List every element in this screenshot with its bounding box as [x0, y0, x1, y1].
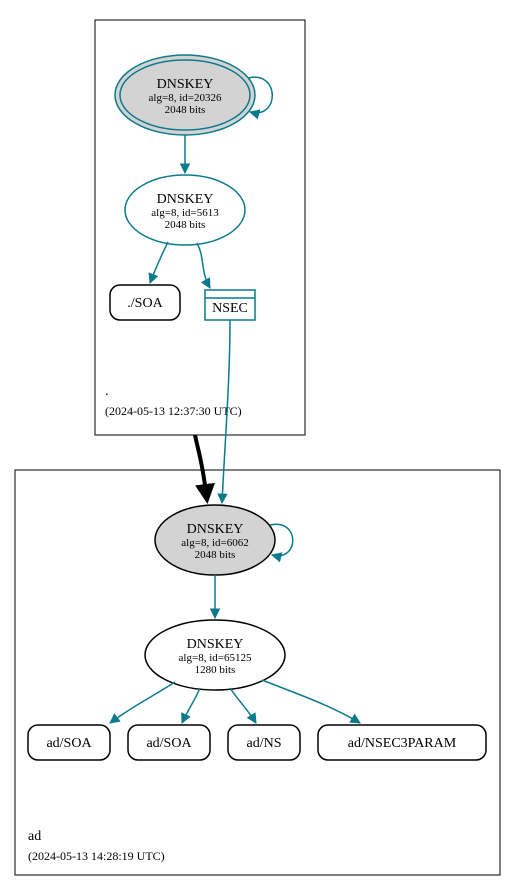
root-zsk-title: DNSKEY: [157, 192, 214, 207]
node-ad-soa2: ad/SOA: [128, 725, 210, 760]
node-ad-nsec3param: ad/NSEC3PARAM: [318, 725, 486, 760]
ad-ksk-title: DNSKEY: [187, 522, 244, 537]
node-root-ksk: DNSKEY alg=8, id=20326 2048 bits: [115, 55, 255, 135]
root-ksk-title: DNSKEY: [157, 77, 214, 92]
root-nsec-label: NSEC: [212, 301, 248, 316]
edge-delegation-black: [195, 435, 207, 500]
edge-root-zsk-soa: [150, 242, 168, 283]
ad-nsec3-label: ad/NSEC3PARAM: [348, 736, 457, 751]
edge-ad-zsk-nsec3: [262, 680, 360, 723]
edge-root-zsk-nsec: [197, 243, 210, 288]
node-ad-soa1: ad/SOA: [28, 725, 110, 760]
node-ad-ksk: DNSKEY alg=8, id=6062 2048 bits: [155, 505, 275, 575]
ad-zsk-line3: 1280 bits: [195, 664, 236, 676]
edge-ad-zsk-soa1: [110, 682, 175, 723]
ad-zsk-title: DNSKEY: [187, 637, 244, 652]
ad-soa2-label: ad/SOA: [146, 736, 192, 751]
edge-ad-zsk-ns: [230, 688, 256, 723]
zone-root-label: .: [105, 384, 109, 399]
root-soa-label: ./SOA: [127, 296, 163, 311]
node-root-zsk: DNSKEY alg=8, id=5613 2048 bits: [125, 175, 245, 245]
root-ksk-line3: 2048 bits: [165, 104, 206, 116]
ad-ksk-line3: 2048 bits: [195, 549, 236, 561]
node-root-nsec: NSEC: [205, 290, 255, 320]
edge-ad-zsk-soa2: [182, 688, 200, 723]
zone-ad-label: ad: [28, 829, 41, 844]
node-root-soa: ./SOA: [110, 285, 180, 320]
root-zsk-line2: alg=8, id=5613: [151, 207, 219, 219]
root-ksk-line2: alg=8, id=20326: [149, 92, 222, 104]
node-ad-zsk: DNSKEY alg=8, id=65125 1280 bits: [145, 620, 285, 690]
zone-root-timestamp: (2024-05-13 12:37:30 UTC): [105, 404, 242, 418]
ad-ksk-line2: alg=8, id=6062: [181, 537, 248, 549]
node-ad-ns: ad/NS: [228, 725, 300, 760]
ad-ns-label: ad/NS: [247, 736, 282, 751]
root-zsk-line3: 2048 bits: [165, 219, 206, 231]
zone-ad-timestamp: (2024-05-13 14:28:19 UTC): [28, 849, 165, 863]
ad-soa1-label: ad/SOA: [46, 736, 92, 751]
ad-zsk-line2: alg=8, id=65125: [179, 652, 252, 664]
